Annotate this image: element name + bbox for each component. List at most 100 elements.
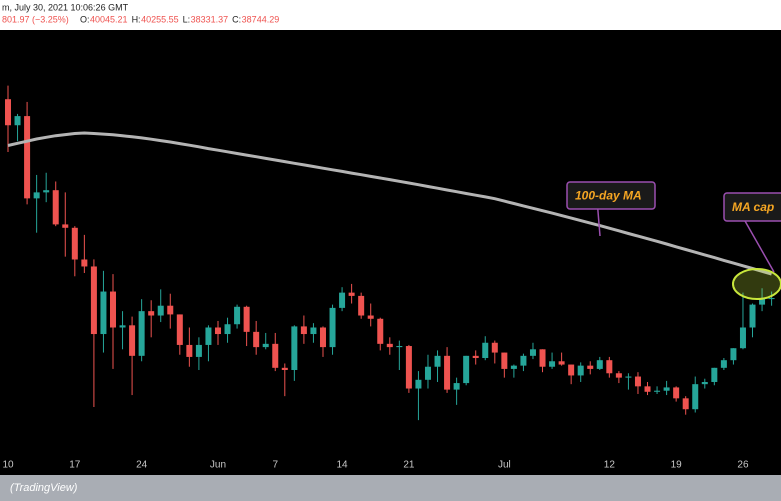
candle-body (654, 390, 661, 392)
highlight (732, 268, 781, 300)
candle-body (749, 304, 756, 328)
candle-body (291, 326, 298, 370)
x-tick-label: 14 (337, 460, 349, 471)
candle-body (148, 311, 155, 316)
candle-body (682, 398, 689, 410)
x-tick-label: 10 (2, 460, 14, 471)
candle-body (62, 224, 69, 228)
candle-body (386, 343, 393, 348)
annotation-text: MA cap (732, 200, 774, 214)
candle-body (491, 342, 498, 353)
candle-body (444, 355, 451, 390)
candle-body (52, 190, 59, 225)
candle-body (71, 227, 78, 260)
header-bar (0, 0, 781, 30)
candle-body (596, 360, 603, 369)
candle-body (558, 361, 565, 365)
candle-body (100, 291, 107, 335)
candle-body (730, 348, 737, 361)
candle-body (520, 355, 527, 366)
annotation-pointer (597, 208, 601, 237)
candle-body (214, 327, 221, 335)
candle-body (644, 386, 651, 392)
candle-body (358, 295, 365, 316)
ohlc-label: C: (232, 14, 241, 24)
candle-body (138, 311, 145, 356)
candle-body (759, 298, 766, 305)
candle-body (768, 298, 775, 300)
ohlc-label: H: (132, 14, 141, 24)
header-change: 801.97 (−3.25%) (2, 14, 69, 24)
ohlc-value: 38744.29 (242, 14, 280, 24)
ohlc-value: 40045.21 (90, 14, 128, 24)
ohlc-value: 38331.37 (191, 14, 229, 24)
candle-body (501, 352, 508, 369)
x-tick-label: 26 (737, 460, 749, 471)
x-tick-label: 12 (604, 460, 616, 471)
candle-body (424, 366, 431, 380)
annotation-box (566, 181, 656, 210)
candle-body (81, 259, 88, 267)
moving-average-line (7, 131, 773, 276)
annotation-text: 100-day MA (575, 189, 642, 203)
candle-body (262, 343, 269, 348)
candle-body (720, 360, 727, 368)
candle-body (43, 190, 50, 193)
candle-body (463, 355, 470, 384)
candle-body (33, 192, 40, 199)
candle-body (692, 384, 699, 410)
x-tick-label: 24 (136, 460, 148, 471)
candle-body (253, 331, 260, 348)
candle-body (587, 365, 594, 369)
candle-body (224, 324, 231, 335)
annotation-pointer (744, 220, 775, 273)
candle-body (348, 292, 355, 296)
candle-body (549, 361, 556, 367)
candle-body (24, 116, 31, 199)
candle-body (167, 305, 174, 315)
candle-body (577, 365, 584, 376)
candle-body (5, 99, 11, 126)
candle-body (339, 292, 346, 308)
candle-body (606, 360, 613, 374)
candle-body (14, 116, 21, 126)
candle-body (673, 387, 680, 399)
x-tick-label: Jun (210, 460, 226, 471)
footer-bar (0, 475, 781, 501)
candle-body (319, 327, 326, 348)
candle-body (119, 325, 126, 328)
candle-body (176, 314, 183, 345)
ohlc-label: O: (80, 14, 90, 24)
candle-body (663, 387, 670, 391)
candle-body (281, 367, 288, 370)
candle-body (415, 379, 422, 389)
source: (TradingView) (10, 482, 78, 494)
candle-body (243, 306, 250, 332)
candle-body (195, 344, 202, 357)
candle-body (310, 327, 317, 335)
candle-body (157, 305, 164, 316)
x-tick-label: 21 (403, 460, 415, 471)
candle-body (272, 343, 279, 368)
candle-body (453, 383, 460, 390)
candle-body (625, 376, 632, 378)
x-tick-label: 17 (69, 460, 81, 471)
candle-body (739, 327, 746, 349)
x-tick-label: 19 (671, 460, 683, 471)
candle-body (539, 349, 546, 367)
candle-body (701, 381, 708, 385)
candle-body (205, 327, 212, 345)
header-date: m, July 30, 2021 10:06:26 GMT (2, 2, 129, 12)
candle-body (329, 307, 336, 348)
candle-body (234, 306, 241, 325)
candle-body (529, 349, 536, 356)
annotation-box (723, 192, 781, 222)
candle-body (377, 318, 384, 344)
candle-body (396, 346, 403, 348)
candle-body (109, 291, 116, 328)
candle-body (405, 346, 412, 389)
candle-body (90, 266, 97, 335)
candle-body (615, 373, 622, 378)
candle-body (711, 367, 718, 382)
